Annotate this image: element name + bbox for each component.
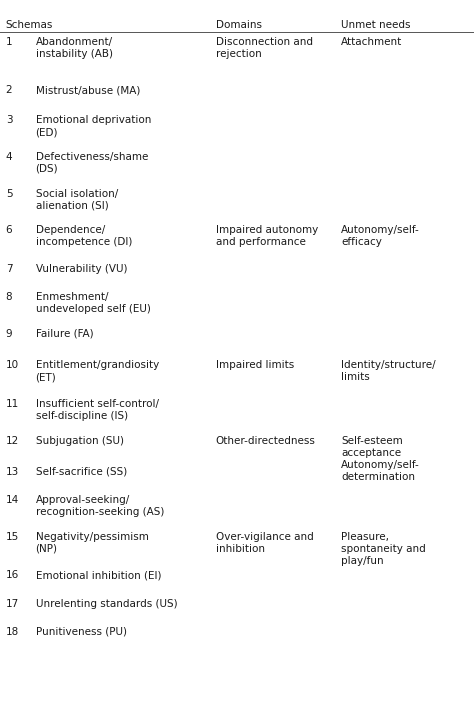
Text: Identity/structure/
limits: Identity/structure/ limits — [341, 360, 436, 382]
Text: Defectiveness/shame
(DS): Defectiveness/shame (DS) — [36, 152, 148, 174]
Text: 13: 13 — [6, 467, 19, 477]
Text: Mistrust/abuse (MA): Mistrust/abuse (MA) — [36, 85, 140, 95]
Text: Self-esteem
acceptance
Autonomy/self-
determination: Self-esteem acceptance Autonomy/self- de… — [341, 436, 420, 481]
Text: 6: 6 — [6, 225, 12, 235]
Text: 7: 7 — [6, 264, 12, 274]
Text: Impaired limits: Impaired limits — [216, 360, 294, 370]
Text: Other-directedness: Other-directedness — [216, 436, 316, 445]
Text: 11: 11 — [6, 399, 19, 409]
Text: 14: 14 — [6, 495, 19, 505]
Text: 18: 18 — [6, 627, 19, 637]
Text: Abandonment/
instability (AB): Abandonment/ instability (AB) — [36, 37, 113, 59]
Text: 3: 3 — [6, 115, 12, 125]
Text: 12: 12 — [6, 436, 19, 445]
Text: Pleasure,
spontaneity and
play/fun: Pleasure, spontaneity and play/fun — [341, 532, 426, 566]
Text: Unmet needs: Unmet needs — [341, 20, 411, 30]
Text: Subjugation (SU): Subjugation (SU) — [36, 436, 124, 445]
Text: Vulnerability (VU): Vulnerability (VU) — [36, 264, 127, 274]
Text: Failure (FA): Failure (FA) — [36, 329, 93, 339]
Text: Impaired autonomy
and performance: Impaired autonomy and performance — [216, 225, 318, 247]
Text: Schemas: Schemas — [6, 20, 53, 30]
Text: Dependence/
incompetence (DI): Dependence/ incompetence (DI) — [36, 225, 132, 247]
Text: 5: 5 — [6, 189, 12, 198]
Text: Emotional deprivation
(ED): Emotional deprivation (ED) — [36, 115, 151, 137]
Text: Domains: Domains — [216, 20, 262, 30]
Text: 2: 2 — [6, 85, 12, 95]
Text: Emotional inhibition (EI): Emotional inhibition (EI) — [36, 570, 161, 580]
Text: Approval-seeking/
recognition-seeking (AS): Approval-seeking/ recognition-seeking (A… — [36, 495, 164, 517]
Text: Punitiveness (PU): Punitiveness (PU) — [36, 627, 127, 637]
Text: 1: 1 — [6, 37, 12, 47]
Text: Insufficient self-control/
self-discipline (IS): Insufficient self-control/ self-discipli… — [36, 399, 158, 421]
Text: Autonomy/self-
efficacy: Autonomy/self- efficacy — [341, 225, 420, 247]
Text: Attachment: Attachment — [341, 37, 402, 47]
Text: Unrelenting standards (US): Unrelenting standards (US) — [36, 599, 177, 609]
Text: 9: 9 — [6, 329, 12, 339]
Text: Social isolation/
alienation (SI): Social isolation/ alienation (SI) — [36, 189, 118, 210]
Text: 17: 17 — [6, 599, 19, 609]
Text: Enmeshment/
undeveloped self (EU): Enmeshment/ undeveloped self (EU) — [36, 292, 150, 314]
Text: 4: 4 — [6, 152, 12, 162]
Text: Over-vigilance and
inhibition: Over-vigilance and inhibition — [216, 532, 313, 554]
Text: Entitlement/grandiosity
(ET): Entitlement/grandiosity (ET) — [36, 360, 159, 382]
Text: 8: 8 — [6, 292, 12, 302]
Text: Disconnection and
rejection: Disconnection and rejection — [216, 37, 313, 59]
Text: 10: 10 — [6, 360, 19, 370]
Text: Self-sacrifice (SS): Self-sacrifice (SS) — [36, 467, 127, 477]
Text: 15: 15 — [6, 532, 19, 542]
Text: 16: 16 — [6, 570, 19, 580]
Text: Negativity/pessimism
(NP): Negativity/pessimism (NP) — [36, 532, 148, 554]
